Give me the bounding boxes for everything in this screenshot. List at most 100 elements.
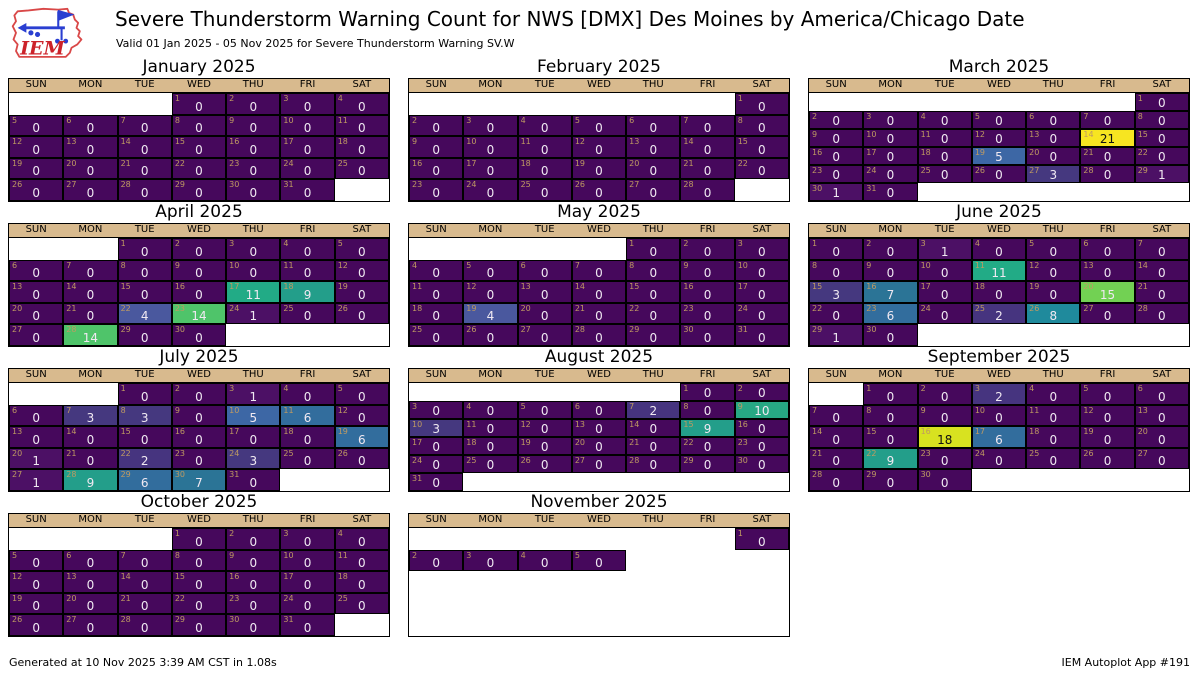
empty-cell bbox=[334, 469, 389, 491]
day-number: 22 bbox=[683, 438, 694, 447]
day-number: 1 bbox=[737, 94, 743, 103]
weekday-label-tue: TUE bbox=[934, 369, 955, 380]
day-number: 11 bbox=[337, 550, 348, 560]
day-number: 7 bbox=[66, 260, 72, 270]
warning-count: 0 bbox=[886, 114, 895, 128]
day-cell-march-23: 23 0 bbox=[809, 165, 864, 183]
warning-count: 0 bbox=[595, 121, 603, 136]
warning-count: 0 bbox=[358, 454, 366, 469]
day-cell-march-12: 12 0 bbox=[971, 129, 1027, 147]
week-row: 5 0 6 0 7 0 8 0 9 0 10 0 11 0 bbox=[9, 549, 389, 572]
day-cell-september-30: 30 0 bbox=[917, 469, 972, 491]
day-cell-february-20: 20 0 bbox=[626, 157, 681, 180]
day-cell-july-31: 31 0 bbox=[226, 469, 281, 491]
day-cell-june-14: 14 0 bbox=[1134, 259, 1189, 282]
empty-cell bbox=[517, 528, 572, 550]
day-cell-january-12: 12 0 bbox=[9, 136, 64, 158]
warning-count: 0 bbox=[140, 287, 149, 302]
day-cell-september-16: 16 18 bbox=[917, 426, 972, 448]
warning-count: 0 bbox=[940, 309, 949, 324]
day-number: 4 bbox=[283, 239, 289, 248]
day-number: 14 bbox=[629, 420, 640, 429]
day-number: 16 bbox=[683, 282, 694, 292]
day-number: 13 bbox=[629, 137, 640, 147]
day-number: 9 bbox=[920, 405, 926, 415]
warning-count: 7 bbox=[195, 475, 203, 490]
weekday-label-thu: THU bbox=[242, 369, 264, 380]
day-number: 14 bbox=[120, 137, 131, 147]
warning-count: 14 bbox=[82, 330, 99, 345]
warning-count: 0 bbox=[1049, 114, 1058, 128]
weekday-label-thu: THU bbox=[642, 79, 664, 90]
day-number: 3 bbox=[412, 402, 418, 411]
empty-cell bbox=[626, 383, 681, 401]
day-cell-june-23: 23 6 bbox=[863, 302, 918, 325]
day-number: 1 bbox=[866, 384, 872, 393]
empty-cell bbox=[463, 238, 518, 260]
warning-count: 0 bbox=[703, 164, 712, 179]
day-cell-may-25: 25 0 bbox=[409, 324, 464, 346]
day-cell-september-19: 19 0 bbox=[1080, 426, 1135, 448]
day-number: 22 bbox=[1137, 148, 1148, 157]
day-cell-september-26: 26 0 bbox=[1080, 447, 1135, 470]
day-cell-february-10: 10 0 bbox=[463, 136, 518, 158]
warning-count: 2 bbox=[649, 404, 658, 418]
weekday-label-fri: FRI bbox=[699, 224, 716, 235]
day-number: 21 bbox=[1083, 148, 1094, 157]
day-cell-april-11: 11 0 bbox=[280, 259, 335, 282]
day-number: 1 bbox=[174, 529, 180, 538]
empty-cell bbox=[280, 469, 335, 491]
day-number: 29 bbox=[812, 325, 823, 335]
warning-count: 0 bbox=[358, 99, 366, 114]
day-cell-march-21: 21 0 bbox=[1080, 147, 1135, 165]
day-number: 4 bbox=[920, 112, 926, 121]
warning-count: 0 bbox=[995, 244, 1003, 259]
weekday-label-sat: SAT bbox=[752, 224, 772, 235]
warning-count: 0 bbox=[32, 411, 40, 426]
warning-count: 0 bbox=[886, 266, 895, 281]
empty-cell bbox=[463, 93, 518, 115]
day-cell-february-18: 18 0 bbox=[517, 157, 572, 180]
empty-cell bbox=[9, 238, 64, 260]
day-number: 29 bbox=[683, 456, 694, 465]
warning-count: 0 bbox=[486, 142, 495, 157]
day-number: 22 bbox=[812, 303, 823, 313]
day-number: 21 bbox=[120, 593, 131, 603]
day-number: 7 bbox=[683, 115, 689, 125]
day-cell-july-21: 21 0 bbox=[63, 447, 118, 470]
day-cell-june-15: 15 3 bbox=[809, 281, 864, 303]
day-number: 1 bbox=[737, 529, 743, 538]
day-number: 2 bbox=[737, 384, 743, 393]
day-cell-may-28: 28 0 bbox=[571, 324, 627, 346]
empty-cell bbox=[626, 592, 681, 615]
day-cell-october-24: 24 0 bbox=[280, 592, 335, 615]
empty-cell bbox=[1134, 324, 1189, 346]
warning-count: 0 bbox=[432, 309, 440, 324]
empty-cell bbox=[117, 93, 172, 115]
weekday-label-fri: FRI bbox=[699, 369, 716, 380]
weekday-label-thu: THU bbox=[642, 369, 664, 380]
day-cell-october-28: 28 0 bbox=[117, 614, 172, 636]
weekday-label-mon: MON bbox=[78, 79, 103, 90]
weekday-label-sun: SUN bbox=[825, 79, 847, 90]
warning-count: 0 bbox=[486, 440, 495, 454]
warning-count: 0 bbox=[195, 330, 203, 345]
warning-count: 0 bbox=[995, 454, 1003, 469]
day-number: 17 bbox=[283, 572, 294, 582]
day-cell-august-25: 25 0 bbox=[463, 455, 518, 473]
day-number: 26 bbox=[1029, 303, 1040, 313]
day-cell-february-23: 23 0 bbox=[409, 179, 464, 201]
warning-count: 0 bbox=[32, 266, 40, 281]
day-cell-march-25: 25 0 bbox=[917, 165, 972, 183]
weekday-label-fri: FRI bbox=[1099, 369, 1116, 380]
warning-count: 0 bbox=[195, 99, 203, 114]
day-number: 3 bbox=[920, 239, 926, 248]
day-cell-may-15: 15 0 bbox=[626, 281, 681, 303]
